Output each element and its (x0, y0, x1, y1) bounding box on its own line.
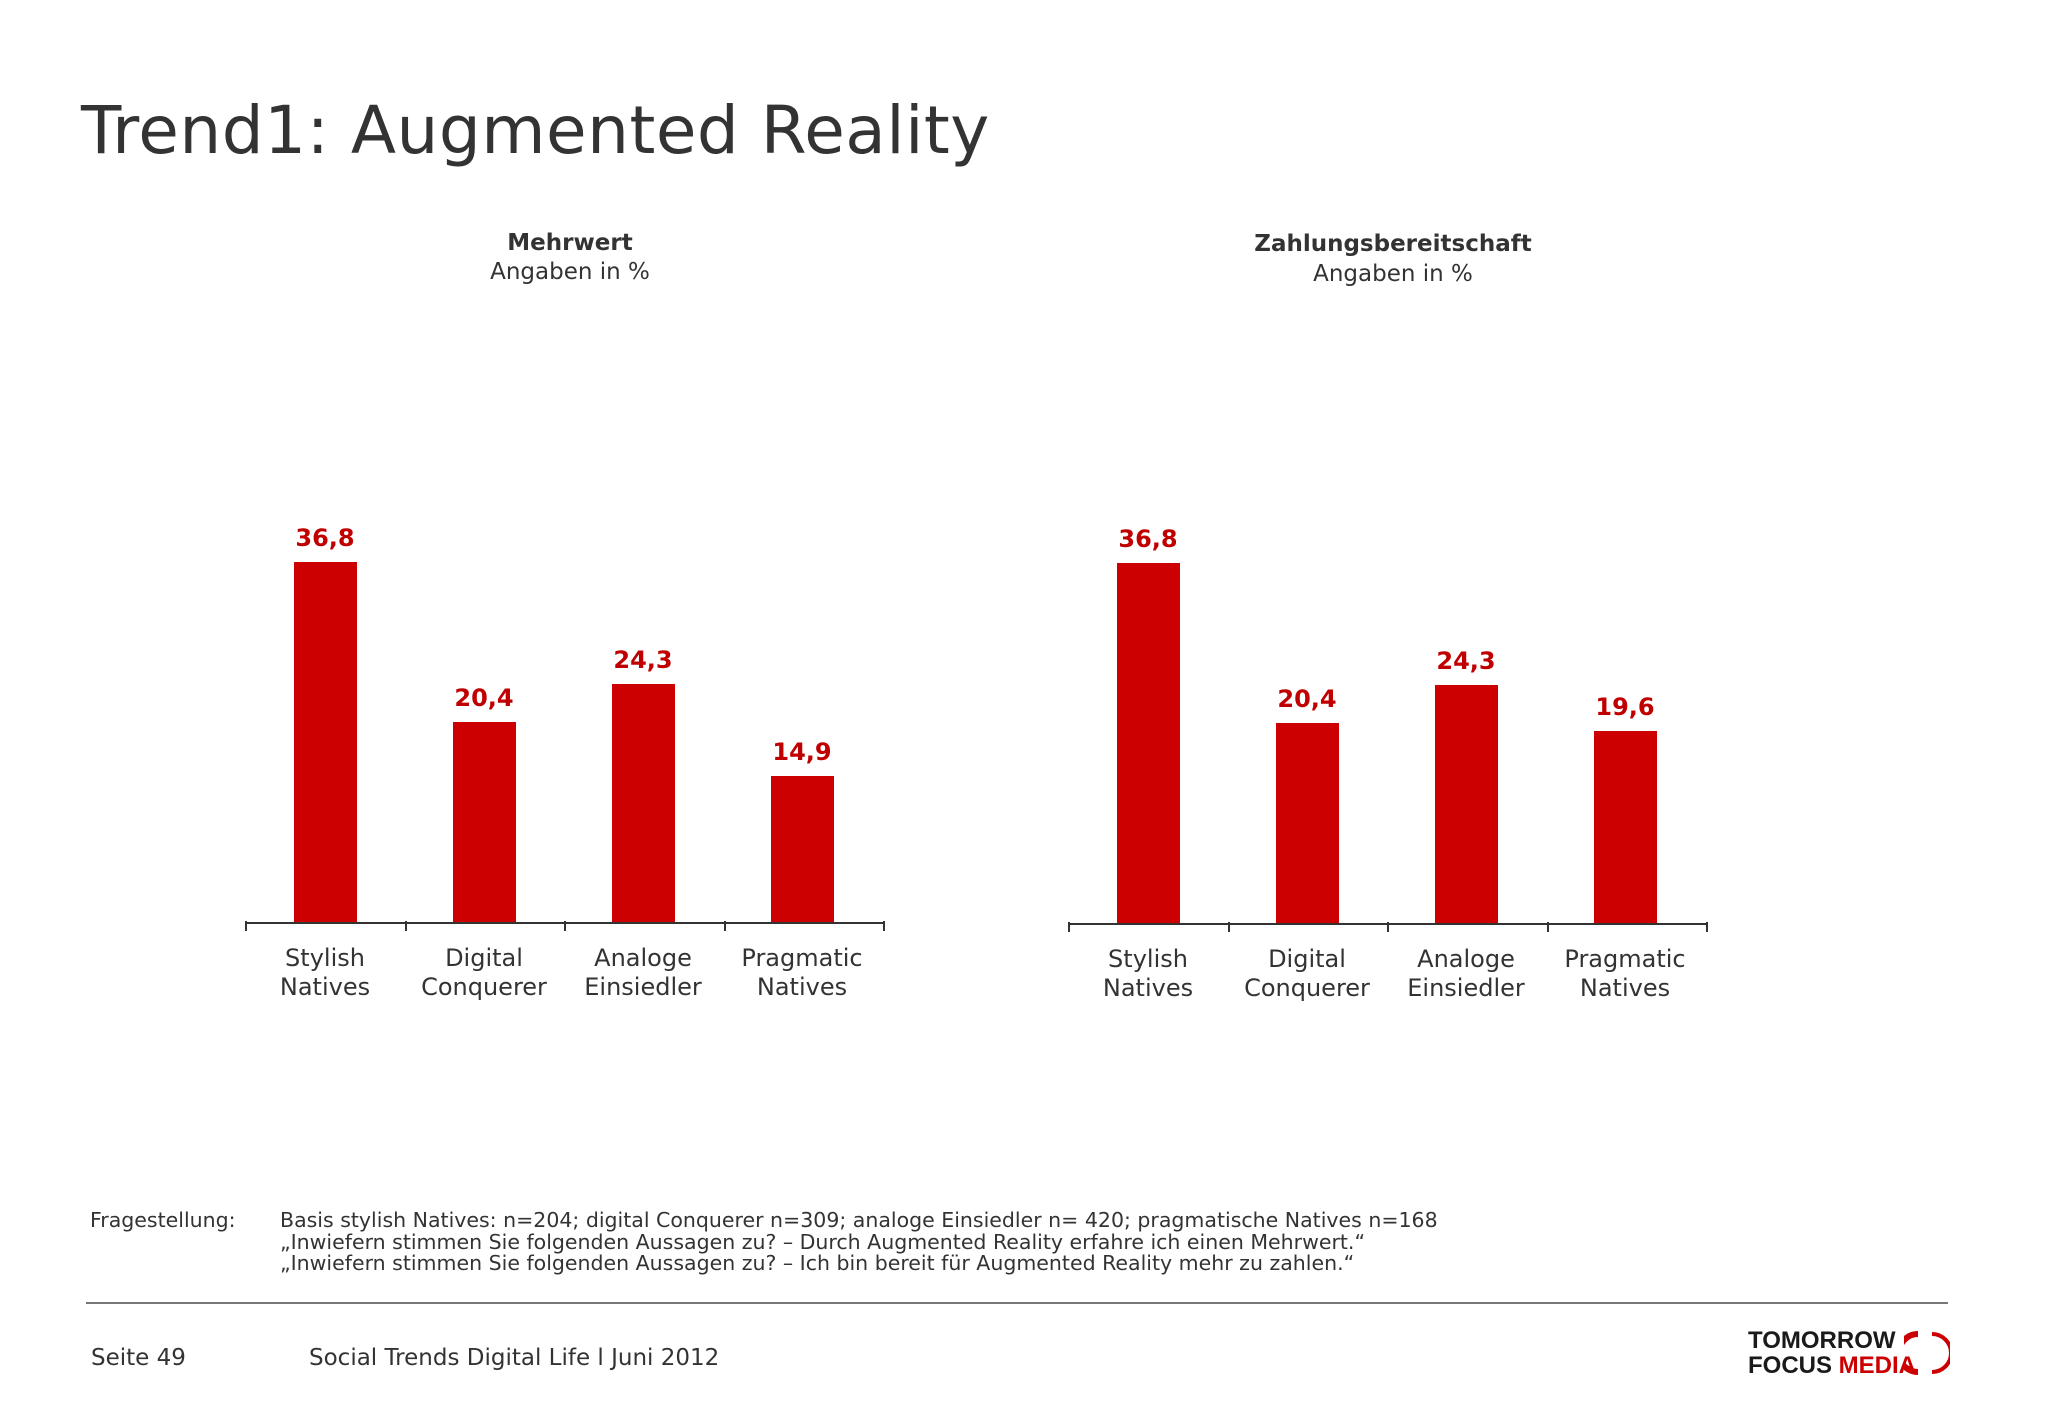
bar (1593, 731, 1657, 923)
category-label-line: Digital (1268, 945, 1346, 973)
logo-text-line2: FOCUS MEDIA (1748, 1352, 1916, 1380)
x-axis-tick (1387, 922, 1389, 932)
category-label-line: Einsiedler (584, 973, 702, 1001)
category-label-line: Natives (756, 973, 848, 1001)
tomorrow-focus-arc-icon (1904, 1331, 1950, 1375)
category-label-line: Conquerer (421, 973, 547, 1001)
category-label: Analoge Einsiedler (563, 944, 723, 1002)
data-label: 36,8 (1118, 525, 1178, 553)
x-axis-tick (883, 921, 885, 931)
chart-subtitle: Angaben in % (1313, 261, 1473, 287)
x-axis-tick (724, 921, 726, 931)
bar (1434, 685, 1498, 923)
category-label-line: Digital (445, 944, 523, 972)
logo-text-focus: FOCUS (1748, 1352, 1839, 1379)
x-axis-tick (1706, 922, 1708, 932)
footnote-line: „Inwiefern stimmen Sie folgenden Aussage… (280, 1251, 1355, 1275)
logo-text-line1: TOMORROW (1748, 1327, 1896, 1354)
footnote-line: „Inwiefern stimmen Sie folgenden Aussage… (280, 1229, 1366, 1254)
category-label-line: Natives (279, 973, 371, 1001)
data-label: 24,3 (1436, 647, 1496, 676)
x-axis-tick (1547, 922, 1549, 932)
category-label: Analoge Einsiedler (1386, 945, 1546, 1003)
x-axis-tick (1068, 922, 1070, 932)
category-label: Stylish Natives (245, 944, 405, 1002)
x-axis-tick (564, 921, 566, 931)
chart-title: Zahlungsbereitschaft (1254, 231, 1532, 257)
x-axis-tick (405, 921, 407, 931)
category-label-line: Analoge (1417, 945, 1515, 973)
footer-divider (86, 1302, 1948, 1304)
bar (1275, 723, 1339, 923)
footnote-line: Basis stylish Natives: n=204; digital Co… (280, 1208, 1438, 1232)
category-label-line: Stylish (285, 944, 365, 972)
chart-subtitle: Angaben in % (490, 259, 650, 285)
footnote-lines: Basis stylish Natives: n=204; digital Co… (280, 1208, 1438, 1275)
footer-text: Social Trends Digital Life l Juni 2012 (309, 1345, 720, 1371)
page-number: Seite 49 (91, 1345, 186, 1371)
bar (293, 562, 357, 922)
category-label: Stylish Natives (1068, 945, 1228, 1003)
category-label-line: Einsiedler (1407, 974, 1525, 1002)
footnote-label: Fragestellung: (90, 1208, 236, 1232)
bar (770, 776, 834, 922)
category-label-line: Pragmatic (741, 944, 863, 972)
category-label: Pragmatic Natives (1545, 945, 1705, 1003)
category-label-line: Conquerer (1244, 974, 1370, 1002)
page-title: Trend1: Augmented Reality (81, 92, 990, 169)
company-logo: TOMORROW FOCUS MEDIA (1748, 1327, 1958, 1380)
data-label: 20,4 (1277, 685, 1337, 714)
x-axis-tick (245, 921, 247, 931)
category-label: Digital Conquerer (1227, 945, 1387, 1003)
chart-title: Mehrwert (507, 230, 633, 256)
category-label: Pragmatic Natives (722, 944, 882, 1002)
bar (452, 722, 516, 922)
data-label: 20,4 (454, 684, 514, 713)
bar (611, 684, 675, 922)
data-label: 24,3 (613, 646, 673, 675)
category-label-line: Natives (1102, 974, 1194, 1002)
x-axis-tick (1228, 922, 1230, 932)
data-label: 36,8 (295, 524, 355, 552)
category-label: Digital Conquerer (404, 944, 564, 1002)
category-label-line: Stylish (1108, 945, 1188, 973)
category-label-line: Natives (1579, 974, 1671, 1002)
data-label: 14,9 (772, 738, 832, 767)
data-label: 19,6 (1595, 693, 1655, 722)
bar (1116, 563, 1180, 923)
category-label-line: Analoge (594, 944, 692, 972)
category-label-line: Pragmatic (1564, 945, 1686, 973)
